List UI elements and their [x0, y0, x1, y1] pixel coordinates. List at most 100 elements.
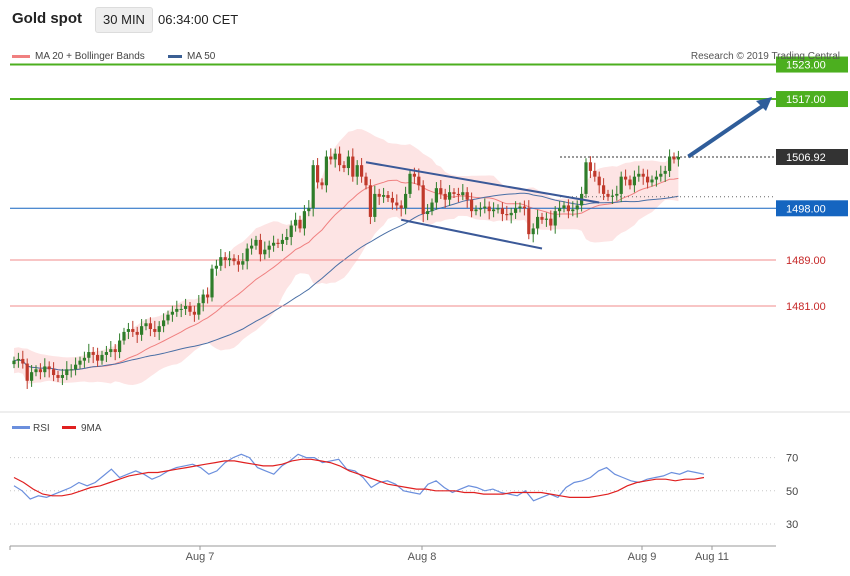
candle — [632, 170, 636, 193]
candle — [96, 347, 100, 367]
trendlines — [365, 97, 772, 250]
legend-ma50: MA 50 — [168, 51, 215, 62]
candle-body — [74, 364, 78, 370]
candle — [663, 165, 667, 182]
candle-body — [82, 357, 86, 361]
candle — [210, 264, 214, 302]
candle-body — [676, 157, 680, 160]
candle — [465, 187, 469, 208]
candle — [65, 361, 69, 381]
candle-body — [122, 331, 126, 341]
candle-body — [254, 239, 258, 246]
ma50-swatch-icon — [168, 54, 182, 58]
candle — [140, 319, 144, 341]
candle-body — [500, 208, 504, 215]
candle — [439, 180, 443, 199]
candle-body — [646, 176, 650, 183]
candle-body — [668, 156, 672, 171]
candle-body — [382, 195, 386, 197]
candle — [399, 200, 403, 217]
candle — [654, 170, 658, 187]
rsi-legend-label: RSI — [33, 423, 50, 434]
candle-body — [329, 156, 333, 160]
candle — [258, 233, 262, 262]
candle-body — [166, 314, 170, 321]
candle-body — [69, 369, 73, 371]
candle — [531, 223, 535, 243]
candle — [637, 165, 641, 182]
candle — [113, 344, 117, 361]
candle — [628, 175, 632, 190]
candle-body — [351, 156, 355, 177]
candle-body — [531, 228, 535, 235]
candle-body — [179, 308, 183, 310]
candle — [316, 158, 320, 189]
candle-body — [518, 206, 522, 209]
candle-body — [56, 375, 60, 378]
candle — [302, 205, 306, 236]
candle-body — [258, 239, 262, 255]
candle — [364, 172, 368, 190]
candle-body — [276, 242, 280, 244]
candle-body — [566, 205, 570, 212]
candle-body — [188, 306, 192, 312]
candle-body — [610, 195, 614, 197]
candle-body — [285, 237, 289, 240]
candle-body — [355, 165, 359, 177]
timeframe-button[interactable]: 30 MIN — [95, 7, 153, 33]
candle-body — [52, 369, 56, 376]
candle — [307, 200, 311, 217]
candle-body — [478, 208, 482, 210]
candle-body — [672, 156, 676, 160]
candle-body — [434, 188, 438, 203]
candle — [355, 160, 359, 185]
candle-body — [96, 354, 100, 361]
candle — [566, 199, 570, 219]
candle-body — [606, 193, 610, 197]
candle-body — [170, 311, 174, 315]
candle — [166, 310, 170, 325]
bollinger-swatch-icon — [12, 54, 30, 58]
candle-body — [514, 208, 518, 213]
candle — [91, 346, 95, 364]
candle — [122, 327, 126, 345]
candle-body — [184, 306, 188, 309]
candle — [461, 184, 465, 201]
candle — [540, 212, 544, 224]
candle-body — [91, 352, 95, 355]
candle-body — [298, 219, 302, 229]
candle-body — [588, 162, 592, 171]
candle — [30, 365, 34, 387]
candle — [329, 148, 333, 165]
rsi-tick-label: 50 — [786, 486, 798, 498]
candle-body — [12, 360, 16, 365]
candle-body — [465, 192, 469, 200]
level-label: 1506.92 — [786, 152, 826, 164]
candle-body — [421, 185, 425, 215]
candle-body — [162, 320, 166, 327]
candle — [615, 185, 619, 201]
candle-body — [60, 375, 64, 378]
candle-body — [175, 308, 179, 312]
candle — [421, 180, 425, 223]
candle-body — [307, 208, 311, 212]
pivot-tag — [776, 200, 848, 217]
candle — [346, 150, 350, 176]
candle — [82, 351, 86, 368]
candle-body — [316, 165, 320, 183]
instrument-title: Gold spot — [12, 10, 82, 27]
candle — [368, 179, 372, 225]
rsi-panel: RSI 9MA 30 50 70 — [0, 411, 850, 531]
candle — [602, 178, 606, 201]
candle-body — [549, 218, 553, 226]
candle — [624, 169, 628, 186]
candle — [549, 210, 553, 231]
level-label: 1481.00 — [786, 301, 826, 313]
candle-body — [280, 239, 284, 244]
candle-body — [632, 176, 636, 186]
candle — [650, 175, 654, 187]
candle — [518, 202, 522, 213]
candle — [509, 207, 513, 224]
candle — [584, 158, 588, 198]
